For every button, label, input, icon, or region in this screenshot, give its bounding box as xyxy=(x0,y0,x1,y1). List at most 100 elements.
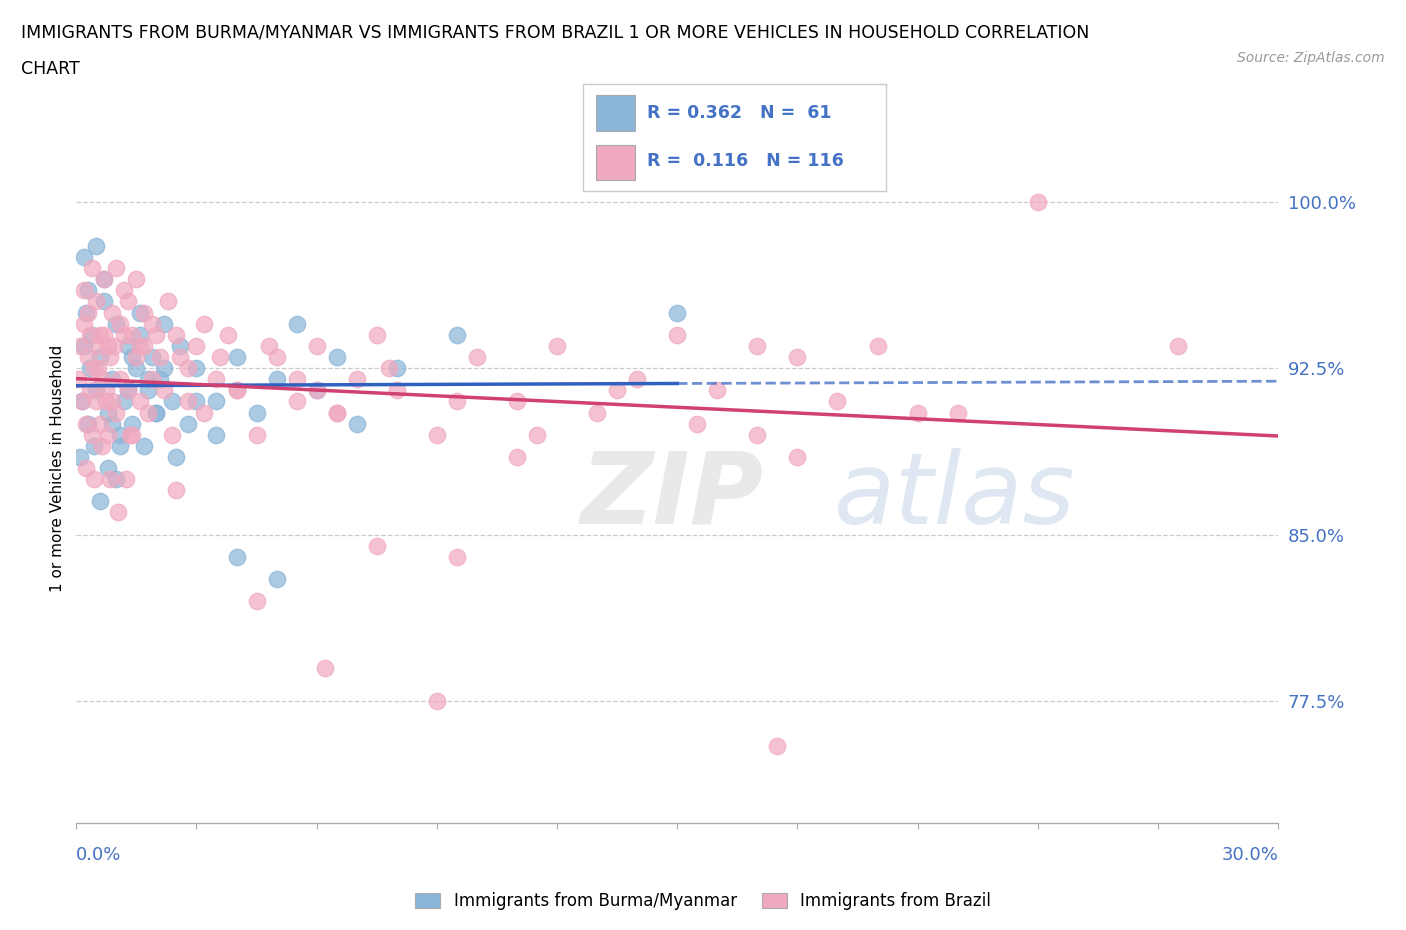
Point xyxy=(141,350,163,365)
Point xyxy=(366,327,388,342)
Text: R =  0.116   N = 116: R = 0.116 N = 116 xyxy=(647,153,844,170)
Point xyxy=(325,405,347,420)
Point xyxy=(72,394,94,409)
Point xyxy=(305,383,328,398)
Point xyxy=(117,383,139,398)
Point xyxy=(125,272,148,286)
Point xyxy=(385,383,408,398)
Point xyxy=(120,427,142,442)
Point xyxy=(75,460,97,475)
Point xyxy=(626,372,648,387)
Point xyxy=(606,383,628,398)
Point xyxy=(426,427,449,442)
Point xyxy=(666,327,689,342)
Point xyxy=(666,305,689,320)
Point xyxy=(77,417,100,432)
Point xyxy=(177,417,200,432)
Point xyxy=(169,339,191,353)
Point xyxy=(79,383,101,398)
Point xyxy=(87,339,110,353)
Point xyxy=(305,383,328,398)
Point xyxy=(101,372,124,387)
Point xyxy=(866,339,889,353)
Point xyxy=(218,327,240,342)
Point xyxy=(245,427,267,442)
Point xyxy=(97,460,120,475)
Point xyxy=(946,405,969,420)
Point xyxy=(177,394,200,409)
Point xyxy=(117,294,139,309)
Point xyxy=(129,305,152,320)
Point xyxy=(134,438,156,453)
Point xyxy=(907,405,929,420)
Point xyxy=(141,372,163,387)
Point xyxy=(205,394,228,409)
Point xyxy=(225,383,247,398)
Point xyxy=(153,383,176,398)
Point xyxy=(105,260,128,275)
Point xyxy=(121,427,143,442)
Point xyxy=(162,394,184,409)
Point xyxy=(786,350,808,365)
Point xyxy=(225,350,247,365)
Point xyxy=(121,327,143,342)
Legend: Immigrants from Burma/Myanmar, Immigrants from Brazil: Immigrants from Burma/Myanmar, Immigrant… xyxy=(409,885,997,917)
Point xyxy=(87,361,110,376)
Point xyxy=(84,383,107,398)
Text: 30.0%: 30.0% xyxy=(1222,845,1278,864)
Point xyxy=(586,405,609,420)
Point xyxy=(546,339,568,353)
Point xyxy=(73,316,96,331)
Point xyxy=(138,405,160,420)
Point xyxy=(103,339,125,353)
Point xyxy=(257,339,280,353)
Point xyxy=(93,327,115,342)
Point xyxy=(117,383,139,398)
Point xyxy=(266,350,288,365)
Point xyxy=(706,383,728,398)
Point xyxy=(285,372,308,387)
Point xyxy=(162,427,184,442)
Point xyxy=(165,449,187,464)
Point xyxy=(153,316,176,331)
Point xyxy=(77,283,100,298)
Point xyxy=(141,316,163,331)
Point xyxy=(98,472,121,486)
Point xyxy=(305,339,328,353)
Point xyxy=(325,405,347,420)
Point xyxy=(827,394,849,409)
Point xyxy=(112,283,135,298)
Point xyxy=(465,350,488,365)
Point xyxy=(266,372,288,387)
FancyBboxPatch shape xyxy=(596,96,636,131)
Point xyxy=(89,417,111,432)
Point xyxy=(89,327,111,342)
Point xyxy=(101,417,124,432)
Point xyxy=(125,350,148,365)
FancyBboxPatch shape xyxy=(596,145,636,180)
Point xyxy=(107,505,129,520)
Text: CHART: CHART xyxy=(21,60,80,78)
Point xyxy=(138,372,160,387)
Point xyxy=(89,350,111,365)
Point xyxy=(93,272,115,286)
Point xyxy=(766,738,789,753)
Point xyxy=(153,361,176,376)
Point xyxy=(149,350,172,365)
Point xyxy=(193,405,215,420)
Point xyxy=(69,339,91,353)
Point xyxy=(110,438,132,453)
Point xyxy=(346,417,368,432)
Point xyxy=(145,327,167,342)
Point xyxy=(747,339,769,353)
Point xyxy=(157,294,180,309)
Point xyxy=(82,327,104,342)
Point xyxy=(129,339,152,353)
Point xyxy=(110,316,132,331)
Point xyxy=(93,272,115,286)
Point xyxy=(186,361,208,376)
Point xyxy=(77,305,100,320)
Point xyxy=(446,550,468,565)
Point xyxy=(82,260,104,275)
Point xyxy=(205,372,228,387)
